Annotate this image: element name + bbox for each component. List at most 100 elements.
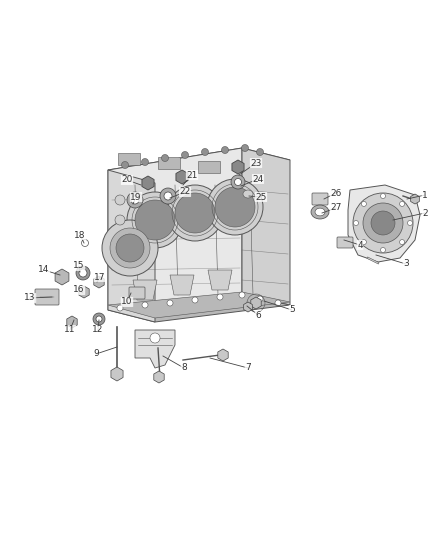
Text: 21: 21 xyxy=(186,171,198,180)
Circle shape xyxy=(110,228,150,268)
Text: 7: 7 xyxy=(245,364,251,373)
Polygon shape xyxy=(79,286,89,298)
Ellipse shape xyxy=(243,190,253,198)
Circle shape xyxy=(96,316,102,322)
Circle shape xyxy=(102,220,158,276)
Polygon shape xyxy=(142,176,154,190)
Text: 11: 11 xyxy=(64,326,76,335)
Text: 10: 10 xyxy=(121,297,133,306)
Text: 26: 26 xyxy=(330,189,342,198)
Circle shape xyxy=(363,203,403,243)
Circle shape xyxy=(231,175,245,189)
Text: 24: 24 xyxy=(252,174,264,183)
Circle shape xyxy=(79,269,87,277)
Polygon shape xyxy=(208,270,232,290)
Text: 20: 20 xyxy=(121,175,133,184)
Polygon shape xyxy=(108,148,242,310)
Text: 22: 22 xyxy=(180,188,191,197)
Circle shape xyxy=(116,234,144,262)
Ellipse shape xyxy=(311,205,329,219)
Circle shape xyxy=(127,192,183,248)
Circle shape xyxy=(361,240,367,245)
Circle shape xyxy=(131,196,139,204)
FancyBboxPatch shape xyxy=(337,237,353,248)
Polygon shape xyxy=(154,371,164,383)
Circle shape xyxy=(81,239,88,246)
FancyBboxPatch shape xyxy=(312,193,328,205)
Polygon shape xyxy=(158,157,180,169)
Circle shape xyxy=(399,201,405,206)
Circle shape xyxy=(201,149,208,156)
Text: 17: 17 xyxy=(94,272,106,281)
Circle shape xyxy=(353,221,358,225)
Polygon shape xyxy=(198,161,220,173)
Text: 14: 14 xyxy=(38,265,49,274)
Polygon shape xyxy=(242,148,290,305)
FancyBboxPatch shape xyxy=(129,287,145,299)
Text: 15: 15 xyxy=(73,262,85,271)
Circle shape xyxy=(93,313,105,325)
Polygon shape xyxy=(111,367,123,381)
Polygon shape xyxy=(133,280,157,300)
Text: 16: 16 xyxy=(73,286,85,295)
Text: 18: 18 xyxy=(74,230,86,239)
Circle shape xyxy=(160,188,176,204)
Text: 8: 8 xyxy=(181,364,187,373)
Circle shape xyxy=(150,333,160,343)
Circle shape xyxy=(381,193,385,198)
Circle shape xyxy=(167,300,173,306)
Circle shape xyxy=(192,297,198,303)
Circle shape xyxy=(115,215,125,225)
Circle shape xyxy=(127,192,143,208)
Circle shape xyxy=(117,305,123,311)
Text: 27: 27 xyxy=(330,204,342,213)
Polygon shape xyxy=(411,194,419,204)
Circle shape xyxy=(234,179,241,185)
Polygon shape xyxy=(135,330,175,368)
Circle shape xyxy=(371,211,395,235)
Polygon shape xyxy=(232,160,244,174)
Polygon shape xyxy=(67,316,77,328)
Polygon shape xyxy=(170,275,194,295)
Circle shape xyxy=(215,187,255,227)
Circle shape xyxy=(207,179,263,235)
Polygon shape xyxy=(108,292,290,318)
Circle shape xyxy=(217,294,223,300)
FancyBboxPatch shape xyxy=(35,289,59,305)
Circle shape xyxy=(381,247,385,253)
Text: 25: 25 xyxy=(255,192,267,201)
Polygon shape xyxy=(55,269,69,285)
Text: 12: 12 xyxy=(92,326,104,335)
Polygon shape xyxy=(348,185,420,262)
Polygon shape xyxy=(176,170,188,184)
Circle shape xyxy=(162,155,169,161)
Text: 4: 4 xyxy=(357,240,363,249)
Circle shape xyxy=(141,158,148,166)
Circle shape xyxy=(76,266,90,280)
Circle shape xyxy=(239,292,245,298)
Text: 19: 19 xyxy=(130,192,142,201)
Circle shape xyxy=(164,192,172,200)
Circle shape xyxy=(353,193,413,253)
Circle shape xyxy=(241,144,248,151)
Circle shape xyxy=(167,185,223,241)
Circle shape xyxy=(407,221,413,225)
Circle shape xyxy=(115,195,125,205)
Circle shape xyxy=(275,300,281,306)
Ellipse shape xyxy=(315,208,325,216)
Circle shape xyxy=(121,161,128,168)
Text: 9: 9 xyxy=(93,350,99,359)
Circle shape xyxy=(257,296,263,302)
Circle shape xyxy=(361,201,367,206)
Polygon shape xyxy=(108,170,155,322)
Circle shape xyxy=(142,302,148,308)
Circle shape xyxy=(257,149,264,156)
Text: 23: 23 xyxy=(250,158,261,167)
Text: 2: 2 xyxy=(422,208,428,217)
Text: 6: 6 xyxy=(255,311,261,319)
Text: 13: 13 xyxy=(24,294,36,303)
Circle shape xyxy=(175,193,215,233)
Polygon shape xyxy=(251,297,261,309)
Circle shape xyxy=(135,200,175,240)
Polygon shape xyxy=(218,349,228,361)
